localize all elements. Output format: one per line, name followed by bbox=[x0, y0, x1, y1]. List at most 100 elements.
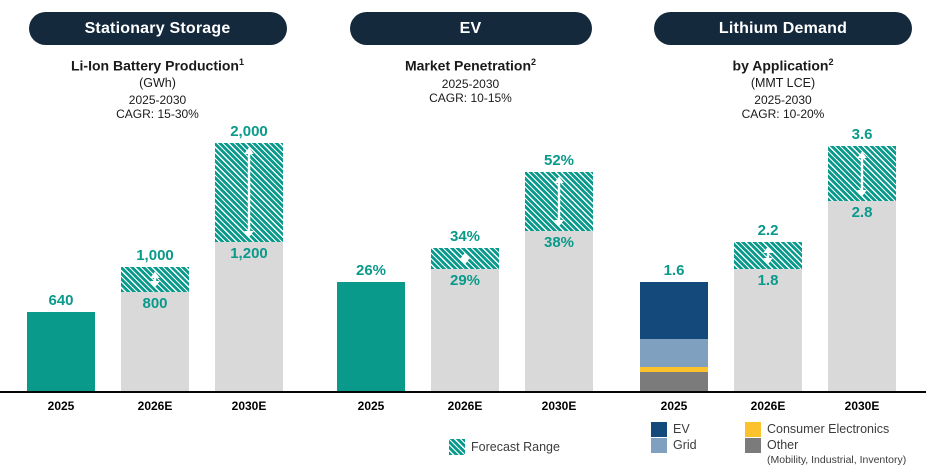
legend-column-ce-other: Consumer Electronics Other (Mobility, In… bbox=[745, 422, 906, 466]
low-value-label: 1,200 bbox=[230, 245, 268, 263]
bar-group-2030E: 3.6 2.8 2030E bbox=[815, 126, 909, 413]
segment-ev bbox=[640, 282, 708, 340]
ev-swatch bbox=[651, 422, 667, 437]
forecast-range-bar bbox=[828, 146, 896, 201]
panel-title: Market Penetration2 bbox=[323, 55, 618, 74]
forecast-low-bar bbox=[525, 231, 593, 391]
low-value-label: 38% bbox=[543, 234, 575, 252]
legend-item-other: Other bbox=[745, 438, 906, 453]
panel-header-ev: EV Market Penetration2 2025-2030 CAGR: 1… bbox=[323, 0, 618, 104]
other-sublabel: (Mobility, Industrial, Inventory) bbox=[767, 454, 907, 466]
other-swatch bbox=[745, 438, 761, 453]
x-axis-tick-label: 2030E bbox=[231, 399, 267, 413]
panel-title-text: Market Penetration bbox=[404, 57, 532, 74]
range-arrow-icon bbox=[554, 176, 564, 227]
panel-unit: (MMT LCE) bbox=[750, 75, 816, 90]
low-value-label: 2.8 bbox=[851, 203, 873, 221]
high-value-label: 2,000 bbox=[230, 123, 268, 140]
legend-item-grid: Grid bbox=[651, 438, 697, 453]
segment-grid bbox=[640, 339, 708, 368]
forecast-range-bar bbox=[121, 267, 189, 292]
badge-label: Lithium Demand bbox=[718, 20, 848, 37]
value-label: 26% bbox=[355, 261, 387, 279]
panel-period: 2025-2030 bbox=[128, 92, 187, 107]
low-value-label: 29% bbox=[449, 272, 481, 290]
x-axis-line bbox=[0, 391, 926, 393]
chart-stationary-storage: 640 2025 1,000 800 2026E 2,000 1,200 2030E bbox=[14, 123, 296, 413]
badge-label: Stationary Storage bbox=[84, 20, 231, 37]
chart-lithium-demand: 1.6 2025 2.2 1.8 2026E 3.6 2.8 2030E bbox=[627, 126, 909, 413]
forecast-low-bar bbox=[215, 242, 283, 391]
panel-period: 2025-2030 bbox=[441, 76, 500, 91]
value-label: 1.6 bbox=[663, 262, 685, 280]
panel-unit: (GWh) bbox=[139, 75, 176, 90]
panel-title: Li-Ion Battery Production1 bbox=[10, 55, 305, 74]
bar-group-2025: 26% 2025 bbox=[324, 130, 418, 413]
x-axis-tick-label: 2026E bbox=[447, 399, 483, 413]
x-axis-tick-label: 2025 bbox=[47, 399, 75, 413]
forecast-low-bar bbox=[431, 269, 499, 391]
forecast-range-swatch bbox=[449, 439, 465, 455]
actual-bar bbox=[337, 281, 405, 391]
x-axis-tick-label: 2026E bbox=[750, 399, 786, 413]
footnote-marker: 2 bbox=[531, 57, 537, 67]
grid-swatch bbox=[651, 438, 667, 453]
panel-cagr: CAGR: 15-30% bbox=[116, 106, 199, 121]
panel-period: 2025-2030 bbox=[754, 92, 812, 107]
panel-cagr: CAGR: 10-15% bbox=[429, 90, 512, 105]
bar-group-2026E: 34% 29% 2026E bbox=[418, 130, 512, 413]
stationary-storage-badge: Stationary Storage bbox=[28, 12, 287, 45]
high-value-label: 34% bbox=[449, 228, 481, 246]
forecast-low-bar bbox=[828, 200, 896, 391]
forecast-range-bar bbox=[734, 241, 802, 269]
bar-group-2030E: 2,000 1,200 2030E bbox=[202, 123, 296, 413]
actual-bar bbox=[27, 311, 95, 391]
consumer-electronics-swatch bbox=[745, 422, 761, 437]
segment-consumer-electronics bbox=[640, 367, 708, 372]
high-value-label: 1,000 bbox=[136, 247, 174, 264]
lithium-demand-badge: Lithium Demand bbox=[654, 12, 912, 45]
forecast-range-bar bbox=[431, 248, 499, 270]
badge-label: EV bbox=[459, 20, 482, 37]
panel-title: by Application2 bbox=[640, 55, 926, 74]
footnote-marker: 1 bbox=[238, 57, 244, 67]
high-value-label: 3.6 bbox=[851, 126, 873, 144]
legend-column-ev-grid: EV Grid bbox=[651, 422, 697, 454]
forecast-range-label: Forecast Range bbox=[471, 439, 560, 454]
bar-group-2026E: 2.2 1.8 2026E bbox=[721, 130, 815, 413]
forecast-low-bar bbox=[734, 268, 802, 391]
x-axis-tick-label: 2030E bbox=[844, 399, 880, 413]
panel-title-text: by Application bbox=[732, 57, 829, 74]
low-value-label: 1.8 bbox=[757, 271, 779, 289]
forecast-range-bar bbox=[525, 172, 593, 232]
range-arrow-icon bbox=[460, 252, 470, 265]
high-value-label: 2.2 bbox=[757, 221, 779, 239]
legend-forecast-range: Forecast Range bbox=[449, 439, 560, 455]
grid-label: Grid bbox=[673, 438, 697, 452]
chart-ev-penetration: 26% 2025 34% 29% 2026E 52% 38% 2030E bbox=[324, 130, 606, 413]
ev-label: EV bbox=[673, 422, 690, 436]
legend-item-ev: EV bbox=[651, 422, 697, 437]
range-arrow-icon bbox=[244, 147, 254, 238]
low-value-label: 800 bbox=[142, 294, 168, 312]
x-axis-tick-label: 2026E bbox=[137, 399, 173, 413]
forecast-low-bar bbox=[121, 291, 189, 391]
bar-group-2025: 1.6 2025 bbox=[627, 130, 721, 413]
range-arrow-icon bbox=[150, 271, 160, 288]
bar-group-2030E: 52% 38% 2030E bbox=[512, 130, 606, 413]
x-axis-tick-label: 2025 bbox=[660, 399, 688, 413]
x-axis-tick-label: 2030E bbox=[541, 399, 577, 413]
segment-other bbox=[640, 371, 708, 391]
value-label: 640 bbox=[48, 291, 74, 309]
bar-group-2025: 640 2025 bbox=[14, 130, 108, 413]
footnote-marker: 2 bbox=[828, 57, 834, 67]
high-value-label: 52% bbox=[543, 152, 575, 170]
range-arrow-icon bbox=[857, 151, 867, 197]
bar-group-2026E: 1,000 800 2026E bbox=[108, 130, 202, 413]
range-arrow-icon bbox=[763, 246, 773, 265]
x-axis-tick-label: 2025 bbox=[357, 399, 385, 413]
ev-badge: EV bbox=[349, 12, 592, 45]
panel-cagr: CAGR: 10-20% bbox=[741, 106, 825, 121]
legend-item-consumer-electronics: Consumer Electronics bbox=[745, 422, 906, 437]
